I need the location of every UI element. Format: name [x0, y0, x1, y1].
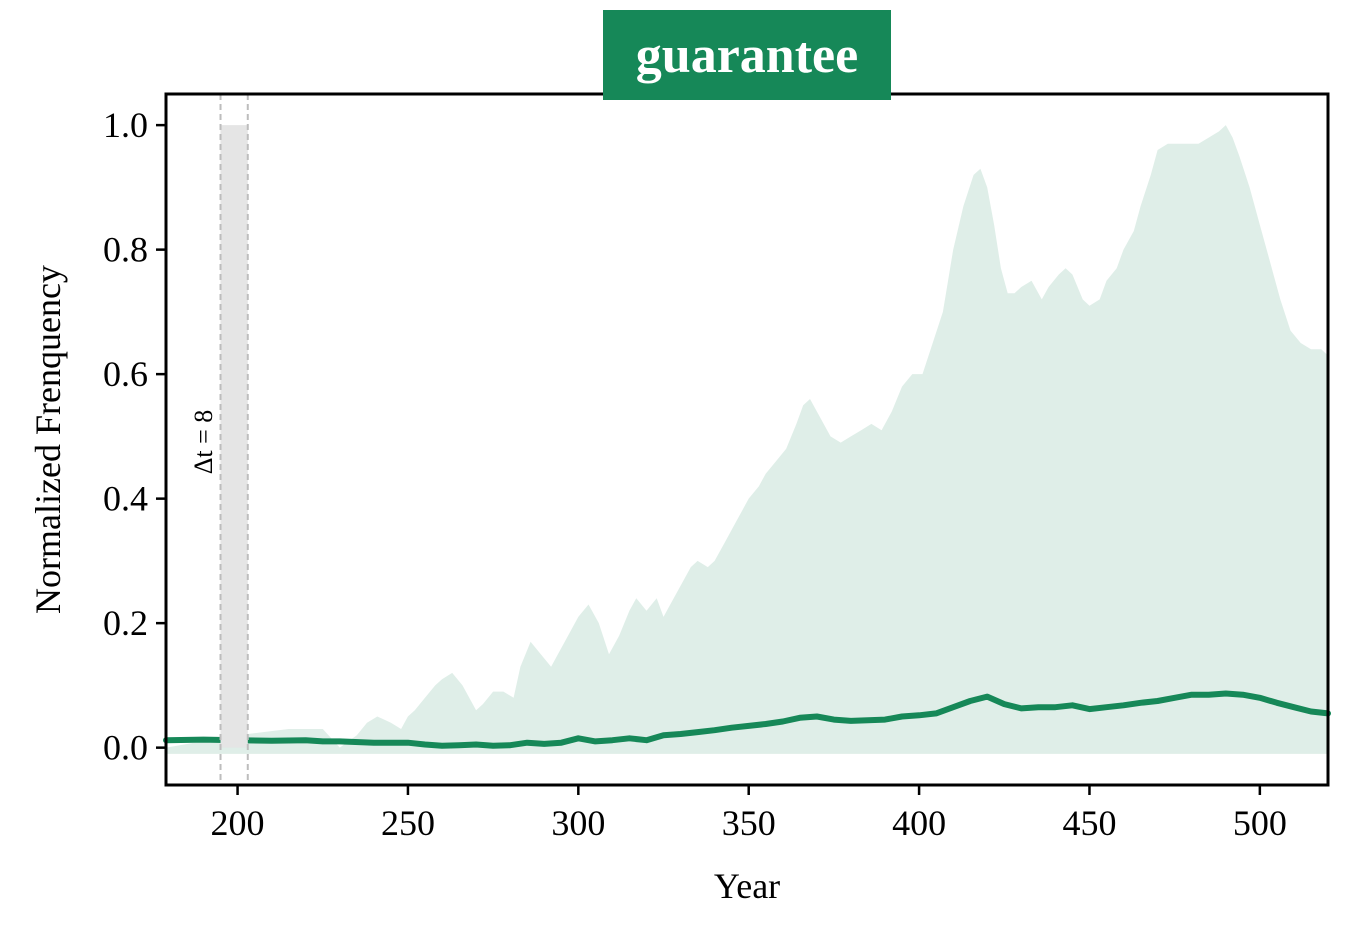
x-tick-label: 350	[722, 803, 776, 843]
y-tick-label: 1.0	[103, 105, 148, 145]
y-axis-label: Normalized Frenquency	[28, 265, 68, 614]
chart-title-badge: guarantee	[603, 10, 891, 100]
x-tick-label: 300	[551, 803, 605, 843]
x-tick-label: 500	[1233, 803, 1287, 843]
y-tick-label: 0.0	[103, 728, 148, 768]
y-tick-label: 0.8	[103, 230, 148, 270]
frequency-line	[163, 690, 1331, 749]
x-axis-label: Year	[714, 866, 780, 906]
x-tick-label: 200	[211, 803, 265, 843]
range-band-area	[166, 125, 1328, 754]
x-tick-label: 450	[1062, 803, 1116, 843]
window-highlight	[220, 125, 248, 748]
chart-title: guarantee	[635, 26, 859, 84]
y-tick-label: 0.6	[103, 354, 148, 394]
y-tick-label: 0.4	[103, 479, 148, 519]
x-tick-label: 400	[892, 803, 946, 843]
window-label: Δt = 8	[189, 410, 218, 475]
y-tick-label: 0.2	[103, 603, 148, 643]
x-tick-label: 250	[381, 803, 435, 843]
